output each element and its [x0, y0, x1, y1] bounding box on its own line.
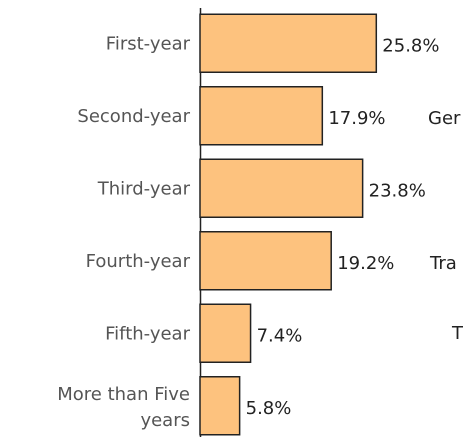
bar	[199, 376, 241, 436]
bar	[199, 303, 252, 363]
value-label: 17.9%	[328, 108, 385, 129]
value-label: 23.8%	[369, 180, 426, 201]
value-label: 19.2%	[337, 253, 394, 274]
category-label: Second-year	[77, 106, 190, 127]
bar	[199, 13, 378, 73]
annotation: Tra	[429, 253, 457, 274]
annotation: T	[451, 323, 463, 344]
value-label: 25.8%	[382, 35, 439, 56]
bar	[199, 86, 324, 146]
bar	[199, 158, 364, 218]
value-label: 5.8%	[246, 398, 292, 419]
category-label: Fifth-year	[105, 323, 190, 344]
annotation: Ger	[428, 108, 461, 129]
category-label: Fourth-year	[86, 251, 191, 272]
category-label: First-year	[106, 33, 191, 54]
category-label: Third-year	[97, 178, 191, 199]
bar	[199, 231, 332, 291]
category-label: More than Five years	[57, 384, 190, 431]
value-label: 7.4%	[257, 325, 303, 346]
